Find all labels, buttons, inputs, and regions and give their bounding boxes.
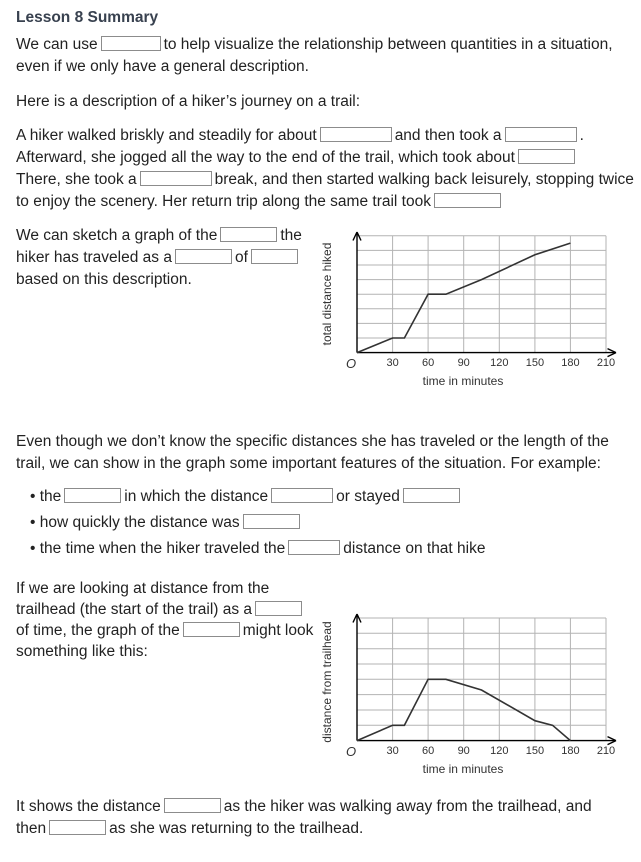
svg-text:30: 30 <box>386 357 398 369</box>
svg-text:90: 90 <box>458 745 470 757</box>
svg-text:210: 210 <box>597 357 615 369</box>
svg-text:O: O <box>346 744 356 759</box>
svg-text:60: 60 <box>422 357 434 369</box>
svg-text:time in minutes: time in minutes <box>423 762 504 776</box>
svg-text:150: 150 <box>526 745 544 757</box>
svg-text:90: 90 <box>458 357 470 369</box>
svg-text:210: 210 <box>597 745 615 757</box>
svg-text:time in minutes: time in minutes <box>423 374 504 388</box>
svg-text:O: O <box>346 356 356 371</box>
svg-text:60: 60 <box>422 745 434 757</box>
svg-text:150: 150 <box>526 357 544 369</box>
svg-text:120: 120 <box>490 357 508 369</box>
svg-text:total distance hiked: total distance hiked <box>320 243 334 346</box>
svg-text:120: 120 <box>490 745 508 757</box>
svg-text:30: 30 <box>386 745 398 757</box>
svg-text:180: 180 <box>561 357 579 369</box>
svg-text:180: 180 <box>561 745 579 757</box>
svg-text:distance from trailhead: distance from trailhead <box>320 621 334 742</box>
